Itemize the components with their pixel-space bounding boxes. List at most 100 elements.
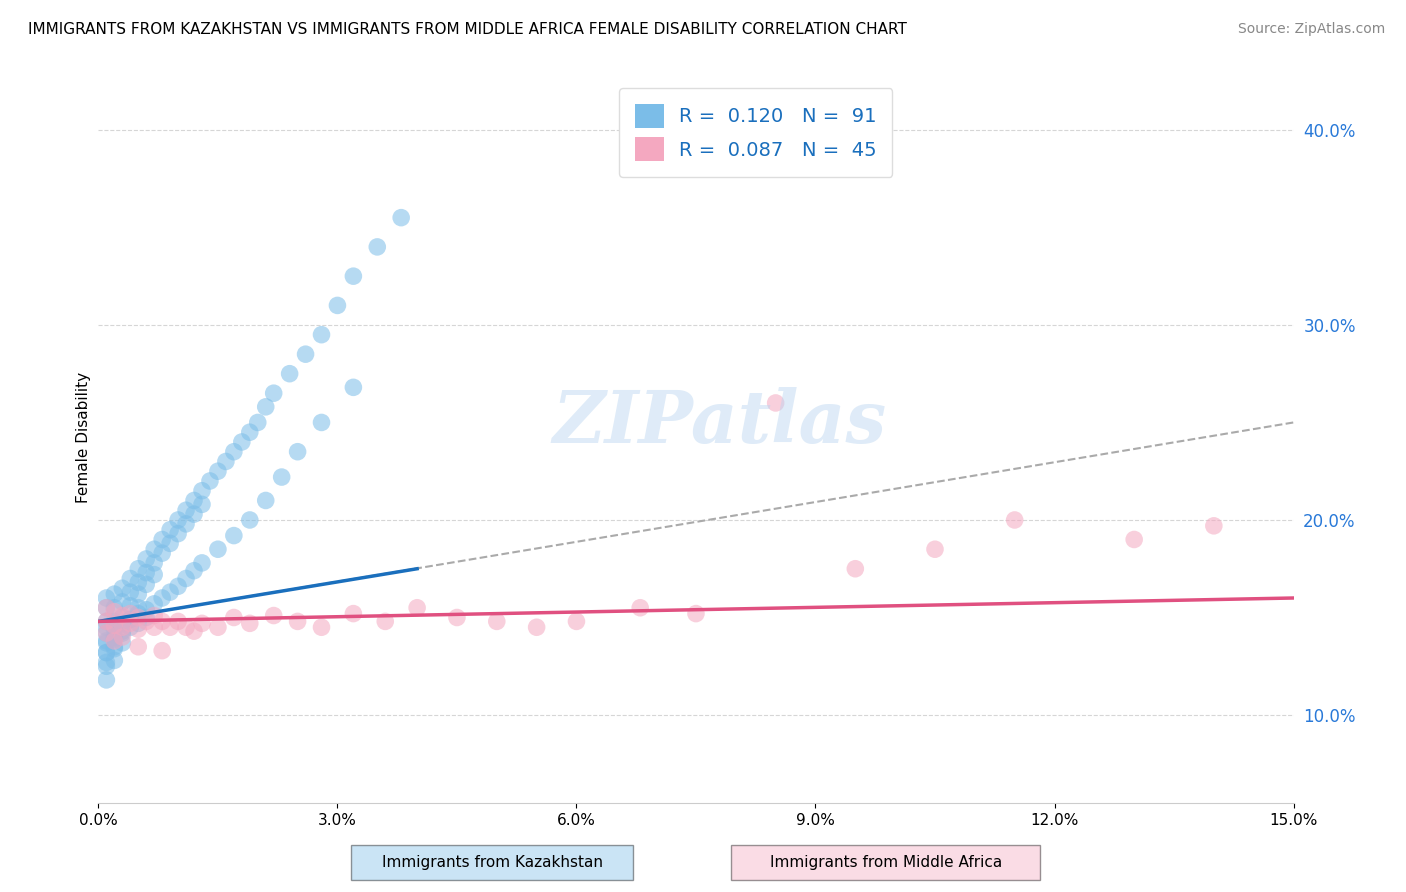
Point <box>120 620 142 634</box>
Point <box>311 620 333 634</box>
Point <box>111 624 134 639</box>
Point <box>342 269 364 284</box>
Point <box>120 585 142 599</box>
Point <box>120 599 142 613</box>
Point <box>765 396 787 410</box>
Point <box>215 454 238 468</box>
Point <box>120 612 142 626</box>
Point <box>96 600 118 615</box>
Point <box>174 516 197 531</box>
Point <box>485 615 508 629</box>
Point <box>111 608 134 623</box>
Point <box>326 298 349 312</box>
Point <box>246 416 269 430</box>
Point <box>96 634 118 648</box>
Point <box>174 572 197 586</box>
Point <box>150 546 173 560</box>
Y-axis label: Female Disability: Female Disability <box>76 371 91 503</box>
Point <box>111 616 134 631</box>
Point <box>135 577 157 591</box>
Point <box>207 464 229 478</box>
Point <box>159 585 181 599</box>
Point <box>183 493 205 508</box>
Point <box>143 608 166 623</box>
Point <box>167 513 190 527</box>
Legend: R =  0.120   N =  91, R =  0.087   N =  45: R = 0.120 N = 91, R = 0.087 N = 45 <box>619 88 893 177</box>
Point <box>198 474 221 488</box>
Point <box>143 597 166 611</box>
Point <box>96 600 118 615</box>
Point <box>103 600 125 615</box>
Point <box>207 542 229 557</box>
Point <box>174 503 197 517</box>
Point <box>96 646 118 660</box>
Point <box>111 626 134 640</box>
Point <box>103 622 125 636</box>
Point <box>96 591 118 605</box>
Point <box>127 610 149 624</box>
Point <box>135 603 157 617</box>
Point <box>103 615 125 629</box>
Point <box>111 636 134 650</box>
Point <box>135 552 157 566</box>
Point <box>167 579 190 593</box>
Point <box>103 640 125 654</box>
Point <box>685 607 707 621</box>
Point <box>159 620 181 634</box>
Point <box>263 608 285 623</box>
Point <box>120 572 142 586</box>
Point <box>150 533 173 547</box>
Point <box>120 612 142 626</box>
Point <box>96 620 118 634</box>
Point <box>374 615 396 629</box>
Point <box>239 425 262 440</box>
Point <box>103 630 125 644</box>
Point <box>270 470 292 484</box>
Point <box>127 616 149 631</box>
Point <box>263 386 285 401</box>
Point <box>143 567 166 582</box>
Text: Immigrants from Kazakhstan: Immigrants from Kazakhstan <box>381 855 603 870</box>
Point <box>254 400 277 414</box>
Point <box>222 610 245 624</box>
Point <box>96 626 118 640</box>
Point <box>924 542 946 557</box>
Point <box>254 493 277 508</box>
Point <box>278 367 301 381</box>
Point <box>96 659 118 673</box>
Point <box>96 646 118 660</box>
Point <box>287 444 309 458</box>
Point <box>120 616 142 631</box>
Point <box>167 615 190 629</box>
Point <box>191 483 214 498</box>
Point <box>207 620 229 634</box>
Point <box>103 632 125 646</box>
Point <box>127 640 149 654</box>
Point <box>342 607 364 621</box>
Point <box>96 626 118 640</box>
Text: IMMIGRANTS FROM KAZAKHSTAN VS IMMIGRANTS FROM MIDDLE AFRICA FEMALE DISABILITY CO: IMMIGRANTS FROM KAZAKHSTAN VS IMMIGRANTS… <box>28 22 907 37</box>
Point <box>222 528 245 542</box>
Point <box>103 587 125 601</box>
Point <box>167 526 190 541</box>
Point <box>565 615 588 629</box>
Point <box>127 587 149 601</box>
Text: Immigrants from Middle Africa: Immigrants from Middle Africa <box>769 855 1002 870</box>
Point <box>159 536 181 550</box>
Point <box>294 347 316 361</box>
Point <box>239 513 262 527</box>
Point <box>111 620 134 634</box>
Point <box>111 630 134 644</box>
Point <box>150 643 173 657</box>
Point <box>1202 518 1225 533</box>
Point <box>183 624 205 639</box>
Point <box>111 581 134 595</box>
Point <box>96 636 118 650</box>
Point <box>342 380 364 394</box>
Point <box>159 523 181 537</box>
Point <box>239 616 262 631</box>
Point <box>96 615 118 629</box>
Point <box>311 416 333 430</box>
Point <box>526 620 548 634</box>
Point <box>183 564 205 578</box>
